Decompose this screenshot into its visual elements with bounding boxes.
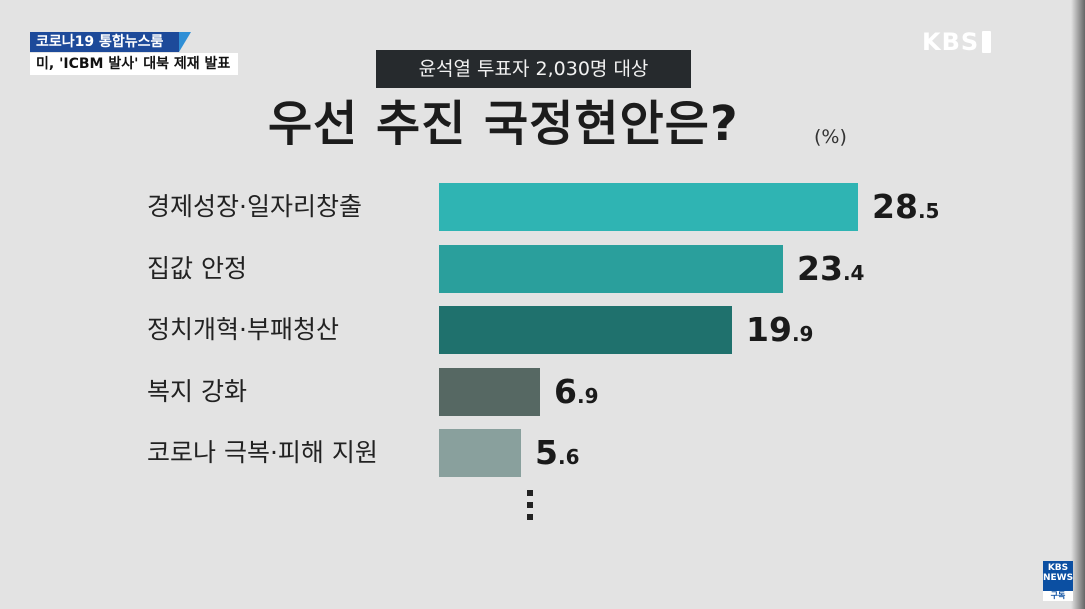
data-label-decimal: .9 bbox=[576, 384, 599, 408]
data-label-decimal: .6 bbox=[557, 445, 580, 469]
chart-unit: (%) bbox=[814, 126, 847, 148]
data-label-decimal: .4 bbox=[842, 261, 865, 285]
data-label: 5.6 bbox=[535, 429, 579, 477]
category-label: 경제성장·일자리창출 bbox=[147, 192, 362, 221]
data-label-integer: 28 bbox=[872, 187, 918, 226]
kbs-channel-one-icon bbox=[982, 31, 992, 53]
bar bbox=[439, 429, 521, 477]
data-label-integer: 23 bbox=[797, 249, 843, 288]
kbs-logo-text: KBS bbox=[922, 28, 980, 56]
bar bbox=[439, 306, 732, 354]
more-dot bbox=[527, 490, 533, 496]
chart-subtitle: 윤석열 투표자 2,030명 대상 bbox=[376, 50, 691, 88]
more-dot bbox=[527, 502, 533, 508]
category-label: 정치개혁·부패청산 bbox=[147, 315, 339, 344]
data-label: 19.9 bbox=[746, 306, 813, 354]
subscribe-label: 구독 bbox=[1043, 591, 1073, 601]
subscribe-logo: KBS NEWS bbox=[1043, 563, 1074, 583]
data-label: 6.9 bbox=[554, 368, 598, 416]
data-label: 23.4 bbox=[797, 245, 864, 293]
data-label-integer: 6 bbox=[554, 372, 577, 411]
subscribe-button[interactable]: KBS NEWS 구독 bbox=[1043, 561, 1073, 601]
category-label: 복지 강화 bbox=[147, 377, 247, 406]
data-label: 28.5 bbox=[872, 183, 939, 231]
category-label: 코로나 극복·피해 지원 bbox=[147, 438, 378, 467]
news-ticker-headline: 미, 'ICBM 발사' 대북 제재 발표 bbox=[30, 53, 239, 75]
chart-title: 우선 추진 국정현안은? bbox=[268, 96, 739, 152]
right-edge-shadow bbox=[1071, 0, 1085, 609]
kbs-logo: KBS bbox=[922, 28, 992, 56]
data-label-integer: 19 bbox=[746, 310, 792, 349]
bar bbox=[439, 183, 858, 231]
bar bbox=[439, 368, 540, 416]
category-label: 집값 안정 bbox=[147, 254, 247, 283]
more-dot bbox=[527, 514, 533, 520]
news-ticker-top: 코로나19 통합뉴스룸 bbox=[30, 32, 192, 52]
more-items-indicator bbox=[524, 490, 536, 526]
data-label-decimal: .5 bbox=[917, 199, 940, 223]
data-label-decimal: .9 bbox=[791, 322, 814, 346]
bar bbox=[439, 245, 783, 293]
data-label-integer: 5 bbox=[535, 433, 558, 472]
